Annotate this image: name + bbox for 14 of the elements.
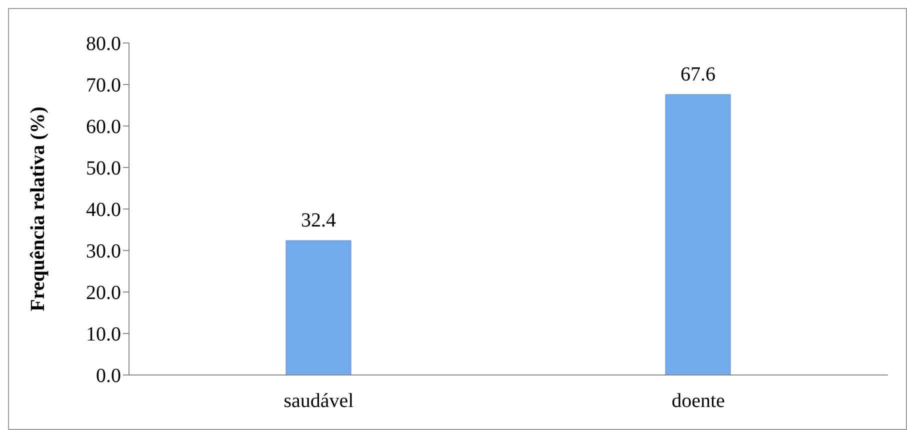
y-tick-label: 80.0 (86, 33, 121, 56)
y-tick-label: 70.0 (86, 74, 121, 97)
y-tick-label: 30.0 (86, 240, 121, 263)
y-axis-title: Frequência relativa (%) (27, 106, 50, 312)
data-label: 32.4 (301, 210, 336, 232)
y-tick-label: 40.0 (86, 199, 121, 222)
y-tick-label: 10.0 (86, 324, 121, 346)
x-tick-label: doente (672, 390, 726, 412)
y-tick-label: 0.0 (96, 365, 121, 388)
x-tick-label: saudável (284, 390, 354, 412)
y-tick-label: 60.0 (86, 116, 121, 138)
y-tick-label: 50.0 (86, 158, 121, 180)
data-label: 67.6 (680, 63, 716, 86)
y-tick-label: 20.0 (86, 282, 121, 304)
